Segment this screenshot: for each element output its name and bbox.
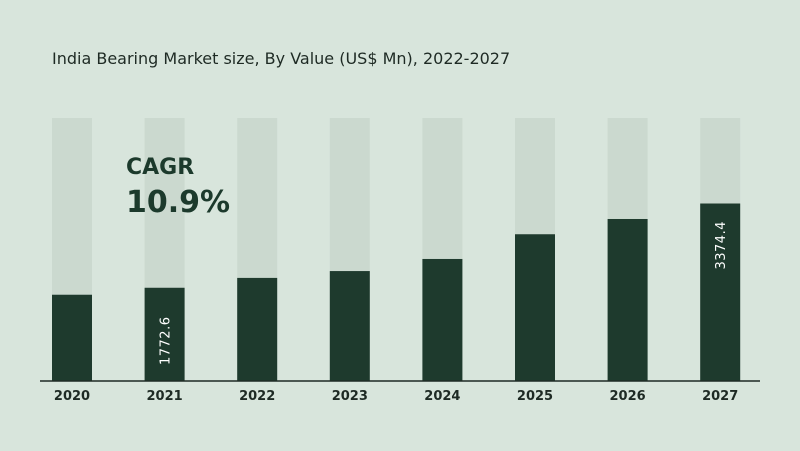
bar-2023 bbox=[329, 271, 370, 381]
bar-data-labels: 1772.6 3374.4 bbox=[159, 221, 730, 365]
bar-2021 bbox=[144, 287, 185, 381]
bar-2022 bbox=[237, 277, 278, 381]
x-tick-2023: 2023 bbox=[332, 389, 368, 404]
bar-2026 bbox=[607, 218, 648, 381]
x-tick-2025: 2025 bbox=[517, 389, 553, 404]
bar-2025 bbox=[515, 234, 555, 381]
x-tick-2022: 2022 bbox=[239, 389, 275, 404]
x-tick-2024: 2024 bbox=[424, 389, 460, 404]
cagr-label: CAGR bbox=[126, 155, 194, 180]
x-tick-2027: 2027 bbox=[702, 389, 738, 404]
bars bbox=[52, 203, 741, 381]
bar-2027 bbox=[700, 203, 741, 381]
cagr-value: 10.9% bbox=[126, 185, 230, 220]
x-tick-2026: 2026 bbox=[610, 389, 646, 404]
chart-title: India Bearing Market size, By Value (US$… bbox=[52, 49, 510, 68]
bar-label-2021: 1772.6 bbox=[159, 317, 174, 366]
bar-2020 bbox=[52, 294, 92, 381]
x-tick-2021: 2021 bbox=[147, 389, 183, 404]
bar-2024 bbox=[422, 258, 463, 381]
bar-label-2027: 3374.4 bbox=[714, 221, 729, 270]
x-axis-ticks: 2020 2021 2022 2023 2024 2025 2026 2027 bbox=[54, 389, 738, 404]
x-tick-2020: 2020 bbox=[54, 389, 90, 404]
